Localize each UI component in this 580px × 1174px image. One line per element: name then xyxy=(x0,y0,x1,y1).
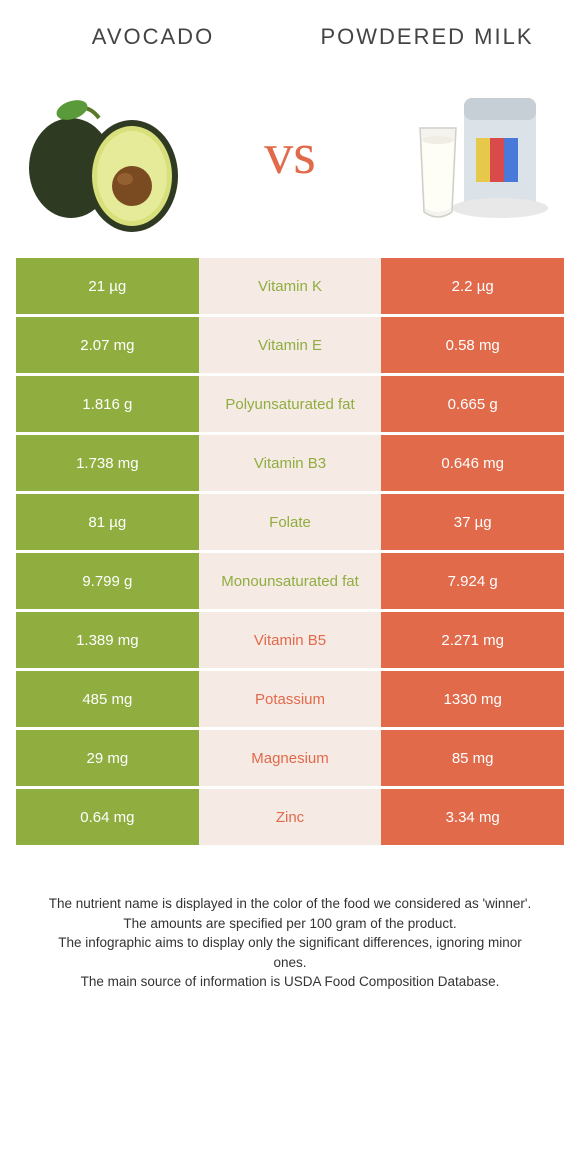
powdered-milk-image xyxy=(386,68,556,238)
comparison-header: Avocado Powdered Milk xyxy=(0,0,580,58)
table-row: 9.799 gMonounsaturated fat7.924 g xyxy=(16,553,564,609)
left-value-cell: 1.816 g xyxy=(16,376,199,432)
table-row: 0.64 mgZinc3.34 mg xyxy=(16,789,564,845)
table-row: 21 µgVitamin K2.2 µg xyxy=(16,258,564,314)
left-food-title: Avocado xyxy=(16,24,290,50)
right-value-cell: 7.924 g xyxy=(381,553,564,609)
footer-line: The infographic aims to display only the… xyxy=(44,933,536,972)
right-value-cell: 1330 mg xyxy=(381,671,564,727)
left-value-cell: 485 mg xyxy=(16,671,199,727)
nutrient-name-cell: Magnesium xyxy=(199,730,382,786)
nutrient-name-cell: Vitamin B3 xyxy=(199,435,382,491)
nutrient-name-cell: Folate xyxy=(199,494,382,550)
right-value-cell: 0.665 g xyxy=(381,376,564,432)
left-value-cell: 9.799 g xyxy=(16,553,199,609)
nutrient-name-cell: Potassium xyxy=(199,671,382,727)
right-value-cell: 37 µg xyxy=(381,494,564,550)
right-value-cell: 2.271 mg xyxy=(381,612,564,668)
right-value-cell: 3.34 mg xyxy=(381,789,564,845)
table-row: 485 mgPotassium1330 mg xyxy=(16,671,564,727)
footer-notes: The nutrient name is displayed in the co… xyxy=(0,848,580,1002)
table-row: 29 mgMagnesium85 mg xyxy=(16,730,564,786)
comparison-images-row: vs xyxy=(0,58,580,258)
footer-line: The nutrient name is displayed in the co… xyxy=(44,894,536,914)
nutrient-name-cell: Polyunsaturated fat xyxy=(199,376,382,432)
table-row: 2.07 mgVitamin E0.58 mg xyxy=(16,317,564,373)
right-value-cell: 0.58 mg xyxy=(381,317,564,373)
table-row: 1.389 mgVitamin B52.271 mg xyxy=(16,612,564,668)
table-row: 1.816 gPolyunsaturated fat0.665 g xyxy=(16,376,564,432)
right-value-cell: 2.2 µg xyxy=(381,258,564,314)
nutrient-name-cell: Zinc xyxy=(199,789,382,845)
avocado-image xyxy=(24,68,194,238)
right-value-cell: 85 mg xyxy=(381,730,564,786)
left-value-cell: 0.64 mg xyxy=(16,789,199,845)
nutrient-name-cell: Vitamin B5 xyxy=(199,612,382,668)
nutrient-name-cell: Monounsaturated fat xyxy=(199,553,382,609)
nutrient-name-cell: Vitamin E xyxy=(199,317,382,373)
left-value-cell: 1.389 mg xyxy=(16,612,199,668)
footer-line: The main source of information is USDA F… xyxy=(44,972,536,992)
nutrient-name-cell: Vitamin K xyxy=(199,258,382,314)
left-value-cell: 29 mg xyxy=(16,730,199,786)
left-value-cell: 21 µg xyxy=(16,258,199,314)
table-row: 1.738 mgVitamin B30.646 mg xyxy=(16,435,564,491)
left-value-cell: 81 µg xyxy=(16,494,199,550)
right-value-cell: 0.646 mg xyxy=(381,435,564,491)
vs-label: vs xyxy=(264,120,316,187)
right-food-title: Powdered Milk xyxy=(290,24,564,50)
left-value-cell: 1.738 mg xyxy=(16,435,199,491)
nutrient-comparison-table: 21 µgVitamin K2.2 µg2.07 mgVitamin E0.58… xyxy=(0,258,580,845)
left-value-cell: 2.07 mg xyxy=(16,317,199,373)
footer-line: The amounts are specified per 100 gram o… xyxy=(44,914,536,934)
table-row: 81 µgFolate37 µg xyxy=(16,494,564,550)
